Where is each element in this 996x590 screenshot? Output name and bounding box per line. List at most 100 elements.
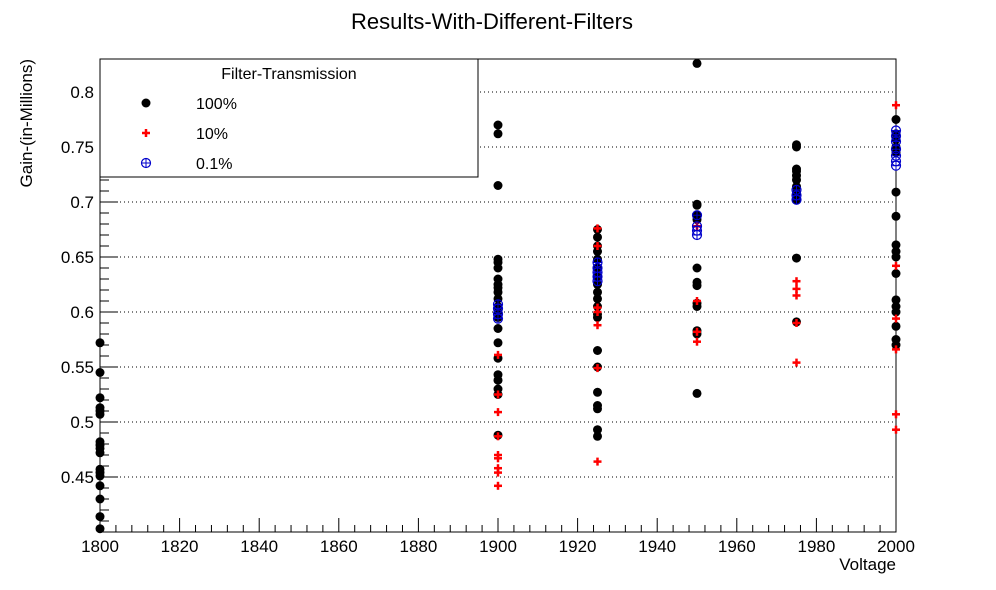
data-point [891, 211, 901, 221]
series-0-1-group [492, 125, 902, 324]
data-point [593, 321, 602, 330]
data-point [593, 364, 602, 373]
data-point [493, 324, 503, 333]
series-10-group [494, 101, 900, 490]
data-point [792, 319, 801, 327]
legend-marker [140, 157, 152, 169]
data-point [593, 287, 602, 297]
data-point [891, 252, 901, 262]
chart-title: Results-With-Different-Filters [351, 9, 633, 34]
data-point [493, 338, 503, 348]
data-point [492, 313, 504, 324]
legend-box [99, 58, 479, 178]
data-point [891, 187, 901, 197]
data-point [494, 468, 502, 477]
data-point [891, 115, 901, 124]
data-point [792, 253, 801, 263]
data-point [891, 307, 901, 317]
data-point [593, 294, 602, 304]
data-point [691, 210, 703, 221]
data-point [892, 101, 900, 110]
data-point [494, 408, 502, 417]
x-tick-label: 1820 [161, 537, 199, 556]
data-point [692, 388, 702, 398]
data-point [494, 432, 502, 441]
data-point [792, 175, 801, 185]
x-tick-label: 1840 [240, 537, 278, 556]
x-tick-label: 1940 [638, 537, 676, 556]
data-point [593, 404, 602, 414]
data-point [692, 281, 702, 291]
x-tick-label: 1880 [399, 537, 437, 556]
data-point [692, 302, 702, 311]
legend-marker [142, 129, 150, 137]
y-tick-label: 0.45 [61, 468, 94, 487]
data-point [95, 338, 105, 348]
data-point [493, 287, 503, 297]
data-point [493, 181, 503, 190]
data-point [692, 200, 702, 210]
data-point [493, 263, 503, 273]
data-point [693, 327, 701, 336]
x-tick-label: 1900 [479, 537, 517, 556]
data-point [593, 431, 602, 441]
data-point [493, 294, 503, 304]
y-tick-label: 0.55 [61, 358, 94, 377]
data-point [95, 448, 105, 458]
data-point [891, 269, 901, 278]
data-point [593, 457, 602, 466]
x-tick-label: 1960 [718, 537, 756, 556]
data-point [691, 229, 703, 241]
y-tick-label: 0.75 [61, 138, 94, 157]
y-tick-label: 0.6 [70, 303, 94, 322]
data-point [593, 224, 602, 233]
data-point [891, 321, 901, 331]
data-point [792, 277, 801, 286]
data-point [891, 295, 901, 305]
data-point [95, 524, 105, 534]
data-point [693, 337, 701, 346]
data-point [494, 390, 502, 399]
y-tick-label: 0.7 [70, 193, 94, 212]
x-tick-label: 2000 [877, 537, 915, 556]
data-point [592, 276, 603, 287]
legend-label: 10% [196, 126, 228, 143]
data-point [692, 58, 702, 68]
y-tick-label: 0.65 [61, 248, 94, 267]
data-point [95, 471, 105, 481]
data-point [593, 425, 602, 435]
data-point [892, 425, 900, 434]
data-point [593, 232, 602, 242]
data-point [892, 261, 900, 270]
data-point [892, 410, 900, 419]
data-point [890, 160, 902, 171]
x-axis-label: Voltage [839, 555, 896, 574]
data-point [892, 345, 900, 354]
data-point [95, 494, 105, 504]
data-point [494, 350, 502, 359]
data-point [95, 481, 105, 491]
data-points [95, 58, 902, 534]
legend: Filter-Transmission 100% 10% 0.1% [99, 58, 479, 178]
y-axis-label: Gain-(in-Millions) [17, 59, 36, 187]
data-point [95, 409, 105, 419]
data-point [493, 120, 503, 130]
data-point [593, 308, 602, 316]
data-point [95, 393, 105, 403]
data-point [791, 194, 802, 205]
data-point [792, 291, 801, 300]
legend-marker [141, 98, 151, 108]
data-point [593, 247, 602, 256]
x-tick-label: 1980 [797, 537, 835, 556]
data-point [891, 240, 901, 250]
data-point [95, 368, 105, 377]
legend-label: 100% [196, 96, 237, 113]
legend-entries: 100% 10% 0.1% [140, 96, 237, 173]
data-point [593, 346, 602, 355]
data-point [95, 512, 105, 522]
data-point [792, 358, 801, 367]
data-point [494, 454, 502, 463]
data-point [493, 375, 503, 385]
data-point [891, 340, 901, 350]
